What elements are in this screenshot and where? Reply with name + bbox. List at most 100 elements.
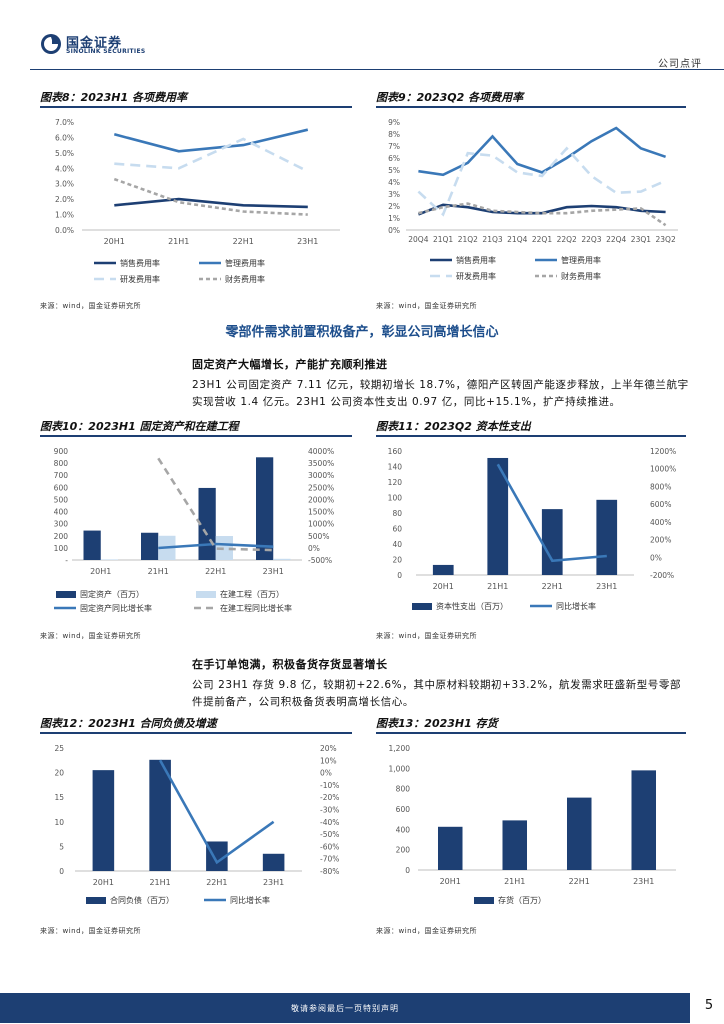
legend-label: 同比增长率 xyxy=(556,601,596,611)
x-tick-label: 21H1 xyxy=(149,878,170,887)
legend-label: 合同负债（百万） xyxy=(110,895,174,905)
y-tick-label: 5 xyxy=(59,842,64,851)
series-line-研发费用率 xyxy=(417,146,667,217)
y-tick-label: 10 xyxy=(54,818,64,827)
x-tick-label: 20H1 xyxy=(93,878,114,887)
y-tick-label: 120 xyxy=(388,478,403,487)
series-line-销售费用率 xyxy=(417,203,666,216)
legend-label: 财务费用率 xyxy=(561,271,601,281)
paragraph-fixed-assets: 23H1 公司固定资产 7.11 亿元，较期初增长 18.7%，德阳产区转固产能… xyxy=(192,379,689,408)
x-tick-label: 23H1 xyxy=(596,582,617,591)
y-tick-label: 1% xyxy=(388,214,400,223)
y-tick-label: 3.0% xyxy=(55,180,74,189)
y-tick-label: 60 xyxy=(392,525,402,534)
x-tick-label: 22H1 xyxy=(205,567,226,576)
x-tick-label: 22H1 xyxy=(542,582,563,591)
y-tick-label: 1,000 xyxy=(389,764,411,773)
y-tick-label: 900 xyxy=(54,447,69,456)
y-tick-label: 5% xyxy=(388,166,400,175)
legend-swatch xyxy=(412,603,432,610)
x-tick-label: 21Q3 xyxy=(482,235,502,244)
y-tick-label: 600 xyxy=(54,483,69,492)
x-tick-label: 22Q2 xyxy=(557,235,577,244)
bar-存货（百万） xyxy=(566,797,592,870)
y-tick-label: 40 xyxy=(392,540,402,549)
y-tick-label: 200 xyxy=(54,532,69,541)
series-line-同比增长率 xyxy=(158,759,275,865)
y-tick-label: 100 xyxy=(388,494,403,503)
fig9-rule xyxy=(376,106,686,108)
y-tick-label: 400 xyxy=(396,825,411,834)
bar-在建工程（百万） xyxy=(100,559,118,560)
y2-tick-label: 1000% xyxy=(650,465,676,474)
y-tick-label: 5.0% xyxy=(55,149,74,158)
y2-tick-label: 1200% xyxy=(650,447,676,456)
y-tick-label: 300 xyxy=(54,520,69,529)
y-tick-label: 15 xyxy=(54,793,64,802)
series-line-销售费用率 xyxy=(114,197,308,209)
x-tick-label: 22Q4 xyxy=(606,235,626,244)
logo-icon xyxy=(41,34,61,54)
y-tick-label: 800 xyxy=(54,459,69,468)
x-tick-label: 21H1 xyxy=(168,237,189,246)
y2-tick-label: 1500% xyxy=(308,508,334,517)
x-tick-label: 23H1 xyxy=(263,878,284,887)
legend-label: 在建工程同比增长率 xyxy=(220,603,292,613)
y-tick-label: 1.0% xyxy=(55,211,74,220)
y-tick-label: 0% xyxy=(388,226,400,235)
y2-tick-label: 0% xyxy=(308,544,320,553)
x-tick-label: 21Q2 xyxy=(458,235,478,244)
legend-swatch xyxy=(474,897,494,904)
bar-资本性支出（百万） xyxy=(596,499,618,575)
y2-tick-label: -70% xyxy=(320,855,339,864)
report-type: 公司点评 xyxy=(658,59,702,70)
footer-bar xyxy=(0,993,690,1023)
series-line-固定资产同比增长率 xyxy=(158,542,274,550)
y-tick-label: 0 xyxy=(405,866,410,875)
legend-label: 存货（百万） xyxy=(498,895,546,905)
y-tick-label: 700 xyxy=(54,471,69,480)
bar-存货（百万） xyxy=(502,820,528,870)
bar-固定资产（百万） xyxy=(256,457,274,560)
logo-subtext: SINOLINK SECURITIES xyxy=(66,48,146,55)
y2-tick-label: 2500% xyxy=(308,483,334,492)
legend-label: 同比增长率 xyxy=(230,895,270,905)
y-tick-label: 1,200 xyxy=(389,744,411,753)
legend-label: 销售费用率 xyxy=(120,258,160,268)
fig8-chart: 0.0% 1.0% 2.0% 3.0% 4.0% 5.0% 6.0% 7.0% 20H1 21H1… xyxy=(55,118,340,284)
x-tick-label: 22H1 xyxy=(569,877,590,886)
y-tick-label: 8% xyxy=(388,130,400,139)
y-tick-label: 800 xyxy=(396,785,411,794)
y2-tick-label: 3500% xyxy=(308,459,334,468)
footer-disclaimer: 敬请参阅最后一页特别声明 xyxy=(291,1004,399,1013)
fig8-rule xyxy=(40,106,352,108)
y2-tick-label: -30% xyxy=(320,806,339,815)
y2-tick-label: 600% xyxy=(650,500,671,509)
y-tick-label: 160 xyxy=(388,447,403,456)
y2-tick-label: 500% xyxy=(308,532,329,541)
y2-tick-label: 400% xyxy=(650,518,671,527)
legend-label: 固定资产（百万） xyxy=(80,589,144,599)
bar-在建工程（百万） xyxy=(273,558,291,560)
x-tick-label: 23H1 xyxy=(263,567,284,576)
y2-tick-label: 4000% xyxy=(308,447,334,456)
x-tick-label: 21H1 xyxy=(487,582,508,591)
legend-swatch xyxy=(86,897,106,904)
y-tick-label: 0 xyxy=(59,867,64,876)
fig10-chart: - 100 200 300 400 500 600 700 800 900 -500% 0% 500% 1… xyxy=(54,447,335,613)
y2-tick-label: -80% xyxy=(320,867,339,876)
y-tick-label: 7.0% xyxy=(55,118,74,127)
y2-tick-label: 0% xyxy=(650,553,662,562)
y-tick-label: - xyxy=(65,556,68,565)
bar-资本性支出（百万） xyxy=(432,564,454,575)
paragraph-inventory: 公司 23H1 存货 9.8 亿，较期初+22.6%，其中原材料较期初+33.2… xyxy=(192,679,682,708)
legend-swatch xyxy=(196,591,216,598)
y2-tick-label: 1000% xyxy=(308,520,334,529)
fig9-title: 图表9：2023Q2 各项费用率 xyxy=(376,91,524,104)
subheading-fixed-assets: 固定资产大幅增长，产能扩充顺利推进 xyxy=(192,358,388,371)
x-tick-label: 21Q1 xyxy=(433,235,453,244)
legend-label: 资本性支出（百万） xyxy=(436,601,508,611)
fig11-chart: 0 20 40 60 80 100 120 140 160 -200% 0% 200% 400% 600%… xyxy=(388,447,677,611)
y2-tick-label: -20% xyxy=(320,793,339,802)
y-tick-label: 6% xyxy=(388,154,400,163)
